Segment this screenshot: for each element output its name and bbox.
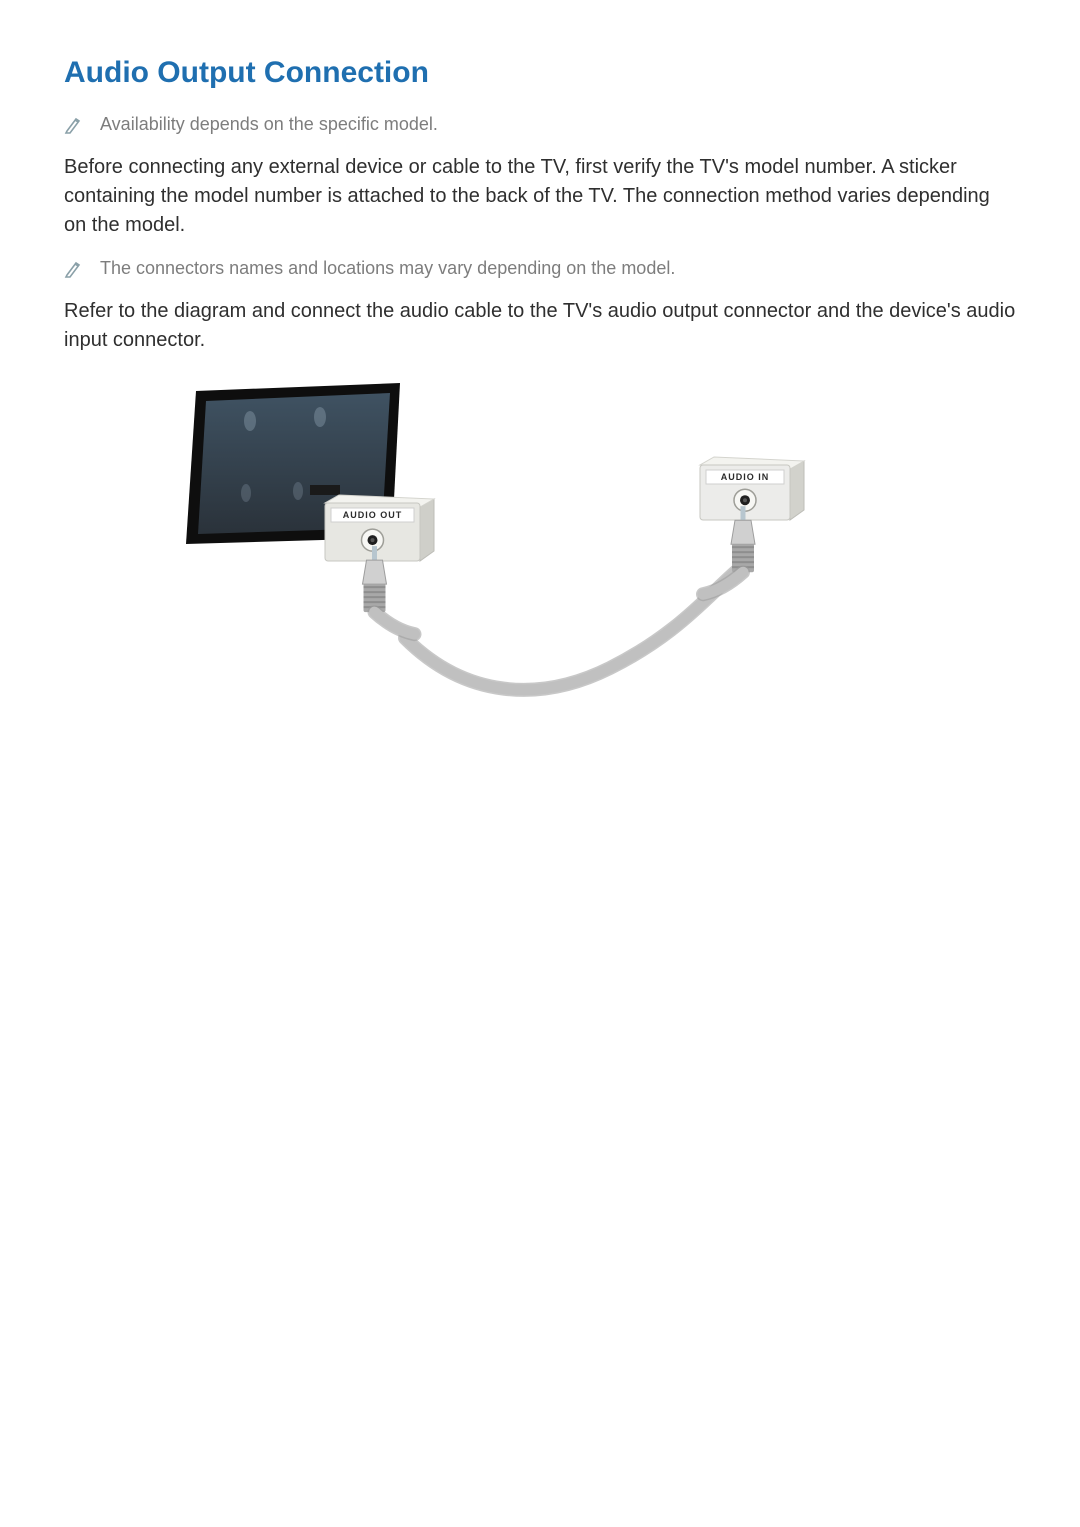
note-text: The connectors names and locations may v… <box>100 258 675 279</box>
paragraph-refer-diagram: Refer to the diagram and connect the aud… <box>64 297 1016 355</box>
pencil-note-icon <box>64 116 82 139</box>
document-page: Audio Output Connection Availability dep… <box>0 0 1080 738</box>
note-text: Availability depends on the specific mod… <box>100 114 438 135</box>
svg-text:AUDIO OUT: AUDIO OUT <box>343 510 403 520</box>
pencil-note-icon <box>64 260 82 283</box>
page-title: Audio Output Connection <box>64 56 1016 90</box>
note-availability: Availability depends on the specific mod… <box>64 114 1016 139</box>
connection-diagram: AUDIO OUT AUDIO IN <box>180 383 900 738</box>
note-connector-names: The connectors names and locations may v… <box>64 258 1016 283</box>
paragraph-model-number: Before connecting any external device or… <box>64 153 1016 240</box>
svg-text:AUDIO IN: AUDIO IN <box>721 472 770 482</box>
